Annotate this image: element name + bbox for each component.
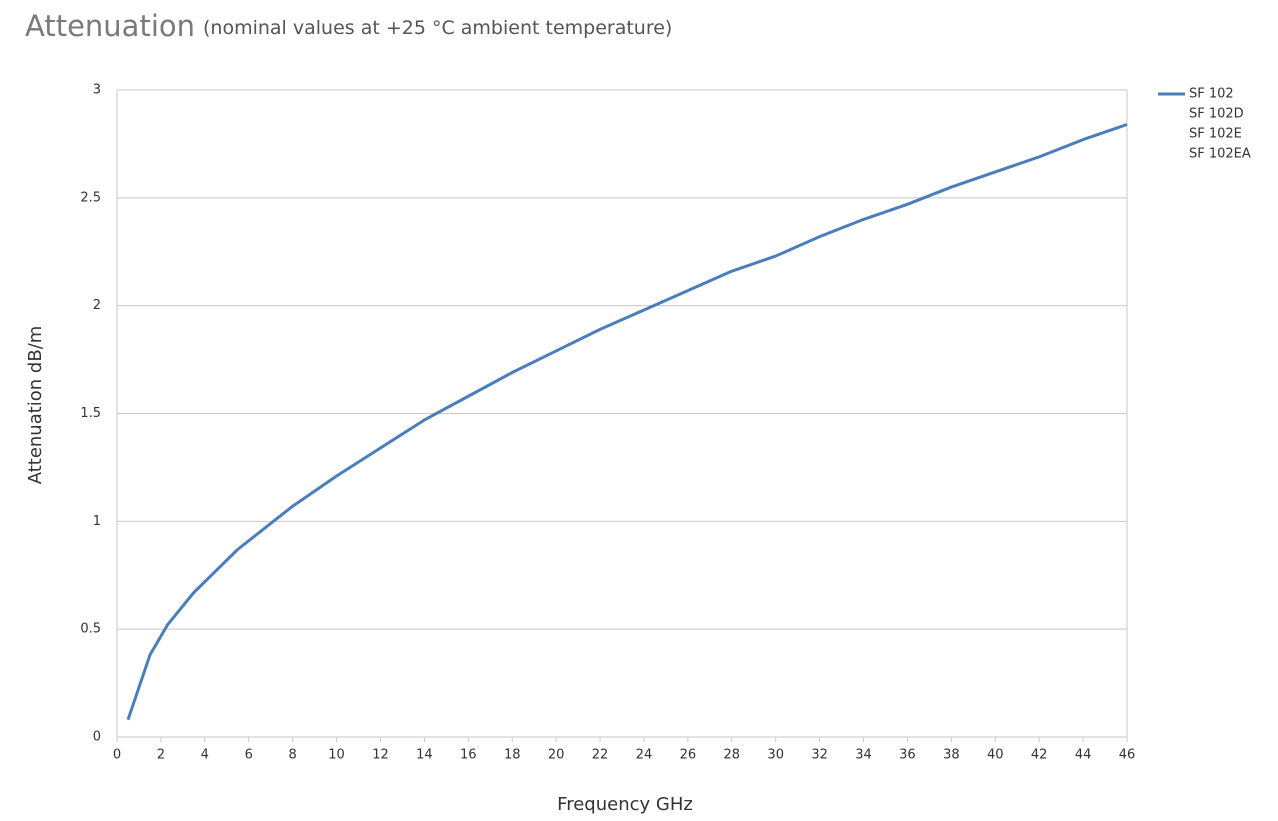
x-tick-label: 32 [811,748,828,763]
x-tick-label: 34 [855,748,872,763]
legend-label: SF 102EA [1189,147,1251,162]
y-tick-label: 0.5 [80,622,101,637]
y-tick-label: 0 [93,730,101,745]
x-tick-label: 44 [1075,748,1092,763]
data-line [126,123,1128,721]
x-tick-label: 14 [416,748,433,763]
chart-subtitle: (nominal values at +25 °C ambient temper… [203,17,672,39]
y-axis-label: Attenuation dB/m [25,326,46,485]
y-tick-label: 1.5 [80,406,101,421]
x-tick-label: 30 [767,748,784,763]
x-tick-label: 0 [113,748,121,763]
x-tick-label: 38 [943,748,960,763]
x-tick-label: 10 [328,748,345,763]
x-tick-label: 8 [289,748,297,763]
legend-label: SF 102 [1189,87,1234,102]
x-tick-label: 18 [504,748,521,763]
x-tick-label: 26 [680,748,697,763]
x-tick-label: 46 [1119,748,1136,763]
x-tick-label: 28 [724,748,741,763]
legend-label: SF 102E [1189,127,1242,142]
legend-label: SF 102D [1189,107,1244,122]
x-tick-label: 24 [636,748,653,763]
chart-title-block: Attenuation (nominal values at +25 °C amb… [25,9,672,43]
x-tick-label: 20 [548,748,565,763]
x-tick-label: 6 [245,748,253,763]
x-tick-label: 16 [460,748,477,763]
x-tick-label: 36 [899,748,916,763]
y-tick-label: 3 [93,83,101,98]
x-tick-label: 22 [592,748,609,763]
y-tick-label: 1 [93,514,101,529]
chart-title: Attenuation [25,9,195,43]
x-tick-label: 2 [157,748,165,763]
x-tick-label: 40 [987,748,1004,763]
y-tick-label: 2 [93,298,101,313]
x-tick-label: 12 [372,748,389,763]
x-tick-label: 4 [201,748,209,763]
y-tick-label: 2.5 [80,190,101,205]
x-tick-label: 42 [1031,748,1048,763]
x-axis-label: Frequency GHz [557,794,693,815]
